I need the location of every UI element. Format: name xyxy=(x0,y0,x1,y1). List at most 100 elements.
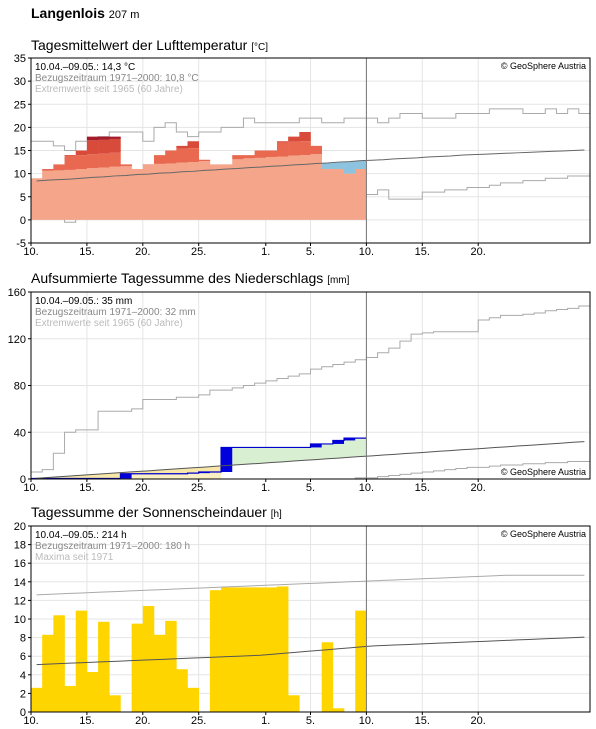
precipitation-area xyxy=(332,458,345,479)
x-tick-label: 15. xyxy=(415,482,430,494)
y-tick-label: 14 xyxy=(14,577,26,589)
precipitation-area xyxy=(53,476,65,479)
info-line: Maxima seit 1971 xyxy=(35,552,114,563)
temperature-bar xyxy=(243,167,255,220)
y-tick-label: 4 xyxy=(20,670,26,682)
precipitation-area xyxy=(75,475,88,479)
sunshine-bar xyxy=(276,586,289,712)
temperature-anomaly-bar xyxy=(86,136,99,141)
temperature-bar xyxy=(198,170,211,220)
precipitation-day-bar xyxy=(120,473,132,479)
precipitation-area xyxy=(265,447,278,463)
temperature-anomaly-bar xyxy=(265,150,278,157)
sunshine-bar xyxy=(31,687,43,712)
y-tick-label: 10 xyxy=(14,614,26,626)
info-line: Bezugszeitraum 1971–2000: 32 mm xyxy=(35,307,196,318)
x-tick-label: 1. xyxy=(261,715,270,727)
sunshine-bar xyxy=(42,634,54,712)
precipitation-area xyxy=(344,457,356,479)
temperature-bar xyxy=(176,171,188,220)
temperature-anomaly-bar xyxy=(86,140,99,155)
x-tick-label: 10. xyxy=(23,482,38,494)
temperature-anomaly-bar xyxy=(98,139,110,154)
temperature-bar xyxy=(98,176,110,220)
precipitation-day-bar xyxy=(310,443,322,448)
x-tick-label: 15. xyxy=(415,246,430,258)
sunshine-title: Tagessumme der Sonnenscheindauer xyxy=(31,504,267,520)
precipitation-area xyxy=(288,461,300,479)
precipitation-area xyxy=(86,474,99,479)
info-line: Bezugszeitraum 1971–2000: 180 h xyxy=(35,541,190,552)
y-tick-label: 20 xyxy=(14,122,26,134)
y-tick-label: 25 xyxy=(14,99,26,111)
x-tick-label: 20. xyxy=(135,246,150,258)
x-tick-label: 10. xyxy=(23,715,38,727)
temperature-bar xyxy=(299,164,311,220)
temperature-anomaly-bar xyxy=(109,166,121,176)
precipitation-day-bar xyxy=(344,438,356,441)
y-tick-label: 2 xyxy=(20,688,26,700)
sunshine-bar xyxy=(75,610,88,712)
temperature-bar xyxy=(344,173,356,220)
x-tick-label: 15. xyxy=(79,715,94,727)
precipitation-area xyxy=(243,464,255,479)
x-tick-label: 5. xyxy=(306,715,315,727)
x-tick-label: 5. xyxy=(306,246,315,258)
precipitation-area xyxy=(131,473,144,479)
precipitation-title: Aufsummierte Tagessumme des Niederschlag… xyxy=(31,270,324,286)
y-tick-label: 12 xyxy=(14,595,26,607)
temperature-bar xyxy=(120,175,132,220)
temperature-anomaly-bar xyxy=(187,162,199,172)
precipitation-area xyxy=(332,440,345,459)
precipitation-area xyxy=(355,438,367,457)
temperature-anomaly-bar xyxy=(176,162,188,172)
sunshine-bar xyxy=(131,623,144,712)
precipitation-area xyxy=(176,468,188,474)
temperature-anomaly-bar xyxy=(288,141,300,156)
y-tick-label: 5 xyxy=(20,192,26,204)
y-tick-label: 0 xyxy=(20,474,26,486)
x-tick-label: 25. xyxy=(191,715,206,727)
temperature-anomaly-bar xyxy=(31,178,43,182)
temperature-anomaly-bar xyxy=(243,155,255,159)
temperature-anomaly-bar xyxy=(53,170,65,180)
sunshine-bar xyxy=(209,590,222,712)
precipitation-area xyxy=(64,475,77,479)
temperature-anomaly-bar xyxy=(344,161,356,174)
x-tick-label: 10. xyxy=(359,246,374,258)
x-tick-label: 25. xyxy=(191,482,206,494)
precipitation-area xyxy=(153,470,166,474)
precipitation-day-bar xyxy=(221,447,233,472)
info-line: 10.04.–09.05.: 14,3 °C xyxy=(35,62,135,73)
sunshine-bar xyxy=(254,587,267,712)
temperature-anomaly-bar xyxy=(299,132,311,142)
info-line: Extremwerte seit 1965 (60 Jahre) xyxy=(35,318,183,329)
temperature-anomaly-bar xyxy=(75,155,88,169)
info-line: 10.04.–09.05.: 35 mm xyxy=(35,296,132,307)
sunshine-bar xyxy=(142,605,155,712)
temperature-anomaly-bar xyxy=(310,154,322,164)
temperature-anomaly-bar xyxy=(75,169,88,179)
precipitation-area xyxy=(198,471,211,479)
sunshine-bar xyxy=(243,587,255,712)
y-tick-label: 35 xyxy=(14,53,26,65)
sunshine-bar xyxy=(232,587,244,712)
y-tick-label: 6 xyxy=(20,651,26,663)
sunshine-bar xyxy=(176,669,188,712)
precipitation-unit: [mm] xyxy=(327,275,350,286)
y-tick-label: 80 xyxy=(14,381,26,393)
temperature-anomaly-bar xyxy=(198,161,211,171)
precipitation-area xyxy=(243,447,255,465)
temperature-anomaly-bar xyxy=(221,164,233,169)
temperature-anomaly-bar xyxy=(176,145,188,149)
sunshine-mean-line xyxy=(36,636,585,666)
temperature-bar xyxy=(310,163,322,220)
sunshine-unit: [h] xyxy=(270,509,282,520)
temperature-anomaly-bar xyxy=(86,168,99,178)
temperature-anomaly-bar xyxy=(332,162,345,169)
temperature-anomaly-bar xyxy=(42,170,54,181)
temperature-bar xyxy=(288,164,300,220)
x-tick-label: 10. xyxy=(359,482,374,494)
y-tick-label: 120 xyxy=(8,334,26,346)
x-tick-label: 1. xyxy=(261,246,270,258)
